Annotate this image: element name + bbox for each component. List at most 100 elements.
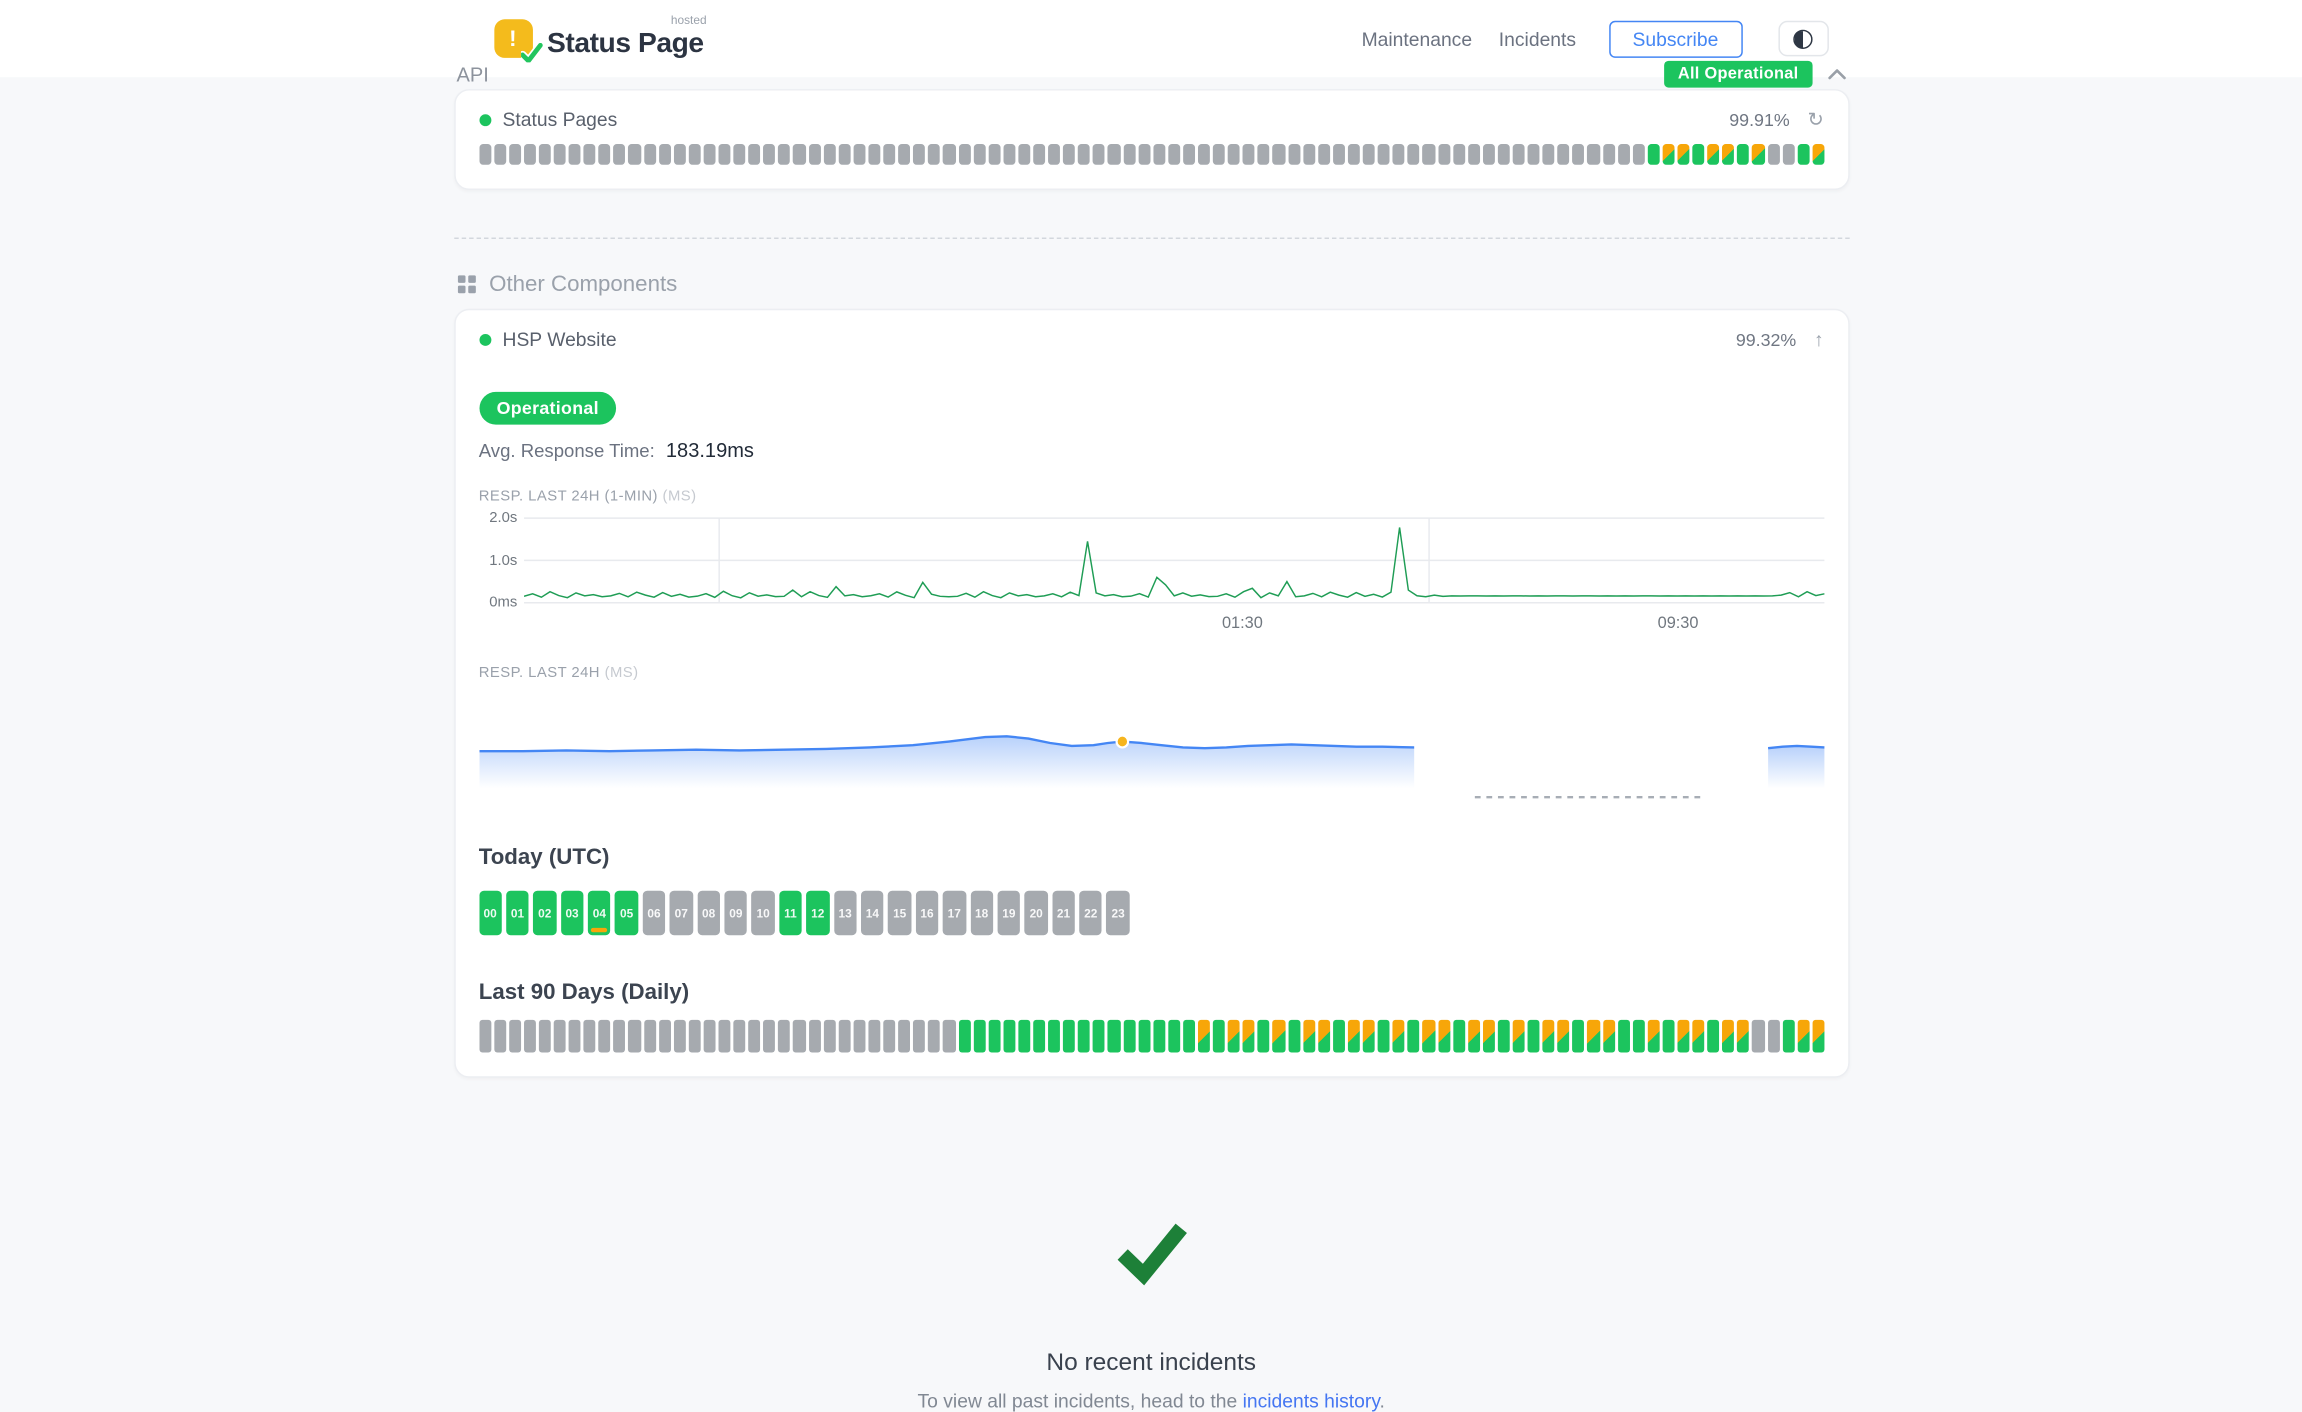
uptime-cell [1168, 143, 1181, 165]
day-cell [673, 1019, 686, 1053]
day-cell [913, 1019, 926, 1053]
overall-status-badge: All Operational [1664, 60, 1812, 88]
uptime-cell [1018, 143, 1031, 165]
day-cell [748, 1019, 761, 1053]
logo-icon: ! [493, 19, 543, 63]
day-cell [1422, 1019, 1435, 1053]
uptime-cell [943, 143, 956, 165]
day-cell [1452, 1019, 1465, 1053]
day-cell [1467, 1019, 1480, 1053]
hour-label: 09 [729, 906, 743, 920]
header-nav: Maintenance Incidents Subscribe [1361, 20, 1829, 58]
uptime-cell [1782, 143, 1795, 165]
uptime-value: 99.91% [1729, 109, 1790, 130]
hsp-website-card: HSP Website 99.32% ↑ Operational Avg. Re… [453, 308, 1849, 1078]
uptime-cell [1662, 143, 1675, 165]
hour-label: 16 [920, 906, 934, 920]
hour-label: 14 [865, 906, 879, 920]
day-cell [1512, 1019, 1525, 1053]
nav-incidents[interactable]: Incidents [1498, 27, 1577, 50]
other-components-title: Other Components [489, 271, 678, 297]
uptime-cell [988, 143, 1001, 165]
uptime-cell [1033, 143, 1046, 165]
uptime-cell [1123, 143, 1136, 165]
uptime-cell [1078, 143, 1091, 165]
uptime-cell [613, 143, 626, 165]
topbar: ! hosted Status Page Maintenance Inciden… [0, 0, 2302, 78]
day-cell [793, 1019, 806, 1053]
day-cell [763, 1019, 776, 1053]
hour-label: 06 [647, 906, 661, 920]
hour-block-02: 02 [533, 890, 557, 936]
day-cell [1347, 1019, 1360, 1053]
uptime-cell [958, 143, 971, 165]
uptime-cell [1452, 143, 1465, 165]
refresh-icon[interactable]: ↻ [1807, 108, 1824, 131]
day-cell [1437, 1019, 1450, 1053]
uptime-cell [973, 143, 986, 165]
subscribe-button[interactable]: Subscribe [1608, 20, 1743, 58]
uptime-cell [1377, 143, 1390, 165]
day-cell [1123, 1019, 1136, 1053]
main-content: API All Operational Status Pages 99.91% … [453, 60, 1849, 1412]
day-cell [553, 1019, 566, 1053]
footer-text: To view all past incidents, head to the [917, 1389, 1243, 1412]
uptime-cell [1257, 143, 1270, 165]
y-tick-label: 0ms [489, 594, 518, 611]
hour-block-17: 17 [942, 890, 966, 936]
day-cell [538, 1019, 551, 1053]
chart1-label: RESP. LAST 24H (1-MIN) [478, 488, 658, 505]
x-tick-label: 01:30 [1221, 614, 1263, 633]
y-tick-label: 2.0s [489, 509, 518, 527]
theme-toggle-button[interactable] [1777, 20, 1829, 57]
day-cell [1482, 1019, 1495, 1053]
line-chart-plot: 01:30 09:30 [523, 517, 1824, 632]
resp-24h-chart [478, 734, 1824, 799]
uptime-cell [1437, 143, 1450, 165]
day-cell [1647, 1019, 1660, 1053]
uptime-cell [1497, 143, 1510, 165]
brand[interactable]: ! hosted Status Page [493, 13, 707, 63]
uptime-cell [1392, 143, 1405, 165]
status-dot [478, 333, 491, 346]
trend-up-icon[interactable]: ↑ [1814, 328, 1824, 351]
hour-label: 12 [811, 906, 825, 920]
day-cell [1018, 1019, 1031, 1053]
day-cell [1707, 1019, 1720, 1053]
topbar-inner: ! hosted Status Page Maintenance Inciden… [454, 0, 1849, 77]
nav-maintenance[interactable]: Maintenance [1361, 27, 1473, 50]
uptime-cell [508, 143, 521, 165]
today-heading: Today (UTC) [478, 844, 610, 870]
response-line-chart: 2.0s 1.0s 0ms 01:30 09:30 [479, 510, 1824, 639]
day-cell [733, 1019, 746, 1053]
api-section-title: API [456, 63, 489, 86]
hour-block-21: 21 [1052, 890, 1075, 936]
day-cell [1812, 1019, 1825, 1053]
uptime-cell [853, 143, 866, 165]
uptime-cell [673, 143, 686, 165]
chevron-up-icon[interactable] [1827, 68, 1846, 80]
uptime-cell [1737, 143, 1750, 165]
grid-icon [457, 275, 476, 294]
no-incidents-block: No recent incidents To view all past inc… [454, 1211, 1849, 1412]
day-cell [508, 1019, 521, 1053]
api-uptime-strip [478, 143, 1825, 165]
day-cell [838, 1019, 851, 1053]
hour-block-11: 11 [779, 890, 802, 936]
incidents-history-link[interactable]: incidents history [1242, 1389, 1380, 1412]
uptime-cell [1407, 143, 1420, 165]
day-cell [1272, 1019, 1285, 1053]
hours-strip: 00 01 02 03 04 05 06 07 08 09 10 11 12 13 14 15 16 17 18 19… [478, 890, 1824, 936]
uptime-cell [928, 143, 941, 165]
uptime-cell [1048, 143, 1061, 165]
no-incidents-title: No recent incidents [1046, 1349, 1257, 1377]
chart2-label: RESP. LAST 24H [478, 665, 600, 682]
avg-response-row: Avg. Response Time: 183.19ms [479, 439, 1824, 461]
day-cell [1392, 1019, 1405, 1053]
day-cell [1302, 1019, 1315, 1053]
hour-label: 21 [1056, 906, 1071, 920]
day-cell [1242, 1019, 1255, 1053]
hour-label: 19 [1002, 906, 1016, 920]
uptime-cell [898, 143, 911, 165]
day-cell [1677, 1019, 1690, 1053]
